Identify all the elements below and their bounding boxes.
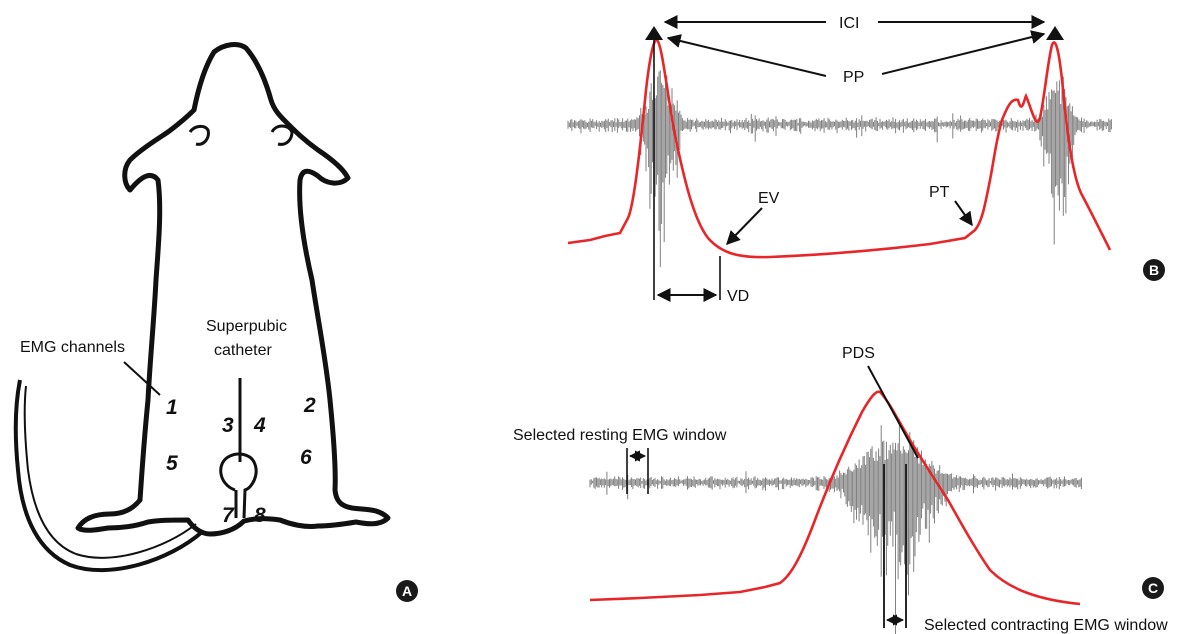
panel-b bbox=[567, 15, 1112, 302]
peak-triangle-left bbox=[645, 26, 663, 40]
left-ear bbox=[188, 124, 210, 146]
channel-5: 5 bbox=[166, 452, 178, 475]
svg-text:C: C bbox=[1148, 580, 1158, 596]
pds-pointer bbox=[867, 365, 919, 459]
channel-6: 6 bbox=[300, 446, 312, 469]
badge-a: A bbox=[396, 580, 418, 602]
catheter-label-line2: catheter bbox=[214, 342, 272, 359]
catheter-label-line1: Superpubic bbox=[206, 318, 287, 335]
emg-channels-label: EMG channels bbox=[20, 339, 125, 356]
channel-7: 7 bbox=[222, 504, 235, 527]
ici-label: ICI bbox=[839, 15, 859, 32]
pds-label: PDS bbox=[842, 345, 875, 362]
mouse-body-outline bbox=[75, 42, 391, 537]
panel-c bbox=[589, 365, 1082, 634]
ev-label: EV bbox=[758, 190, 780, 207]
channel-1: 1 bbox=[166, 396, 178, 419]
channel-2: 2 bbox=[303, 394, 316, 417]
panel-a bbox=[13, 42, 391, 573]
pt-label: PT bbox=[929, 184, 950, 201]
pp-arrow-left bbox=[666, 34, 827, 77]
emg-signal bbox=[589, 419, 1082, 634]
mouse-tail-inner bbox=[23, 385, 197, 559]
ev-arrow bbox=[726, 207, 763, 246]
pp-label: PP bbox=[843, 69, 864, 86]
svg-text:B: B bbox=[1149, 262, 1159, 278]
pt-arrow bbox=[954, 200, 973, 227]
emg-trace-c bbox=[589, 419, 1082, 634]
right-ear bbox=[270, 124, 294, 146]
emg-signal bbox=[567, 70, 1112, 268]
resting-window-label: Selected resting EMG window bbox=[513, 427, 727, 444]
badge-b: B bbox=[1143, 259, 1165, 281]
pressure-trace-b bbox=[567, 38, 1112, 259]
channel-8: 8 bbox=[254, 504, 266, 527]
vd-label: VD bbox=[727, 288, 749, 305]
emg-trace-b bbox=[567, 70, 1112, 268]
channel-4: 4 bbox=[253, 414, 266, 437]
channel-3: 3 bbox=[222, 414, 234, 437]
contracting-window-label: Selected contracting EMG window bbox=[924, 617, 1168, 634]
emg-pointer bbox=[123, 361, 161, 396]
pp-arrow-right bbox=[881, 30, 1046, 75]
svg-text:A: A bbox=[402, 583, 412, 599]
mouse-tail bbox=[13, 379, 204, 573]
catheter-loop bbox=[219, 452, 258, 519]
badge-c: C bbox=[1142, 577, 1164, 599]
pressure-trace-c bbox=[589, 390, 1081, 606]
peak-triangle-right bbox=[1046, 26, 1064, 40]
